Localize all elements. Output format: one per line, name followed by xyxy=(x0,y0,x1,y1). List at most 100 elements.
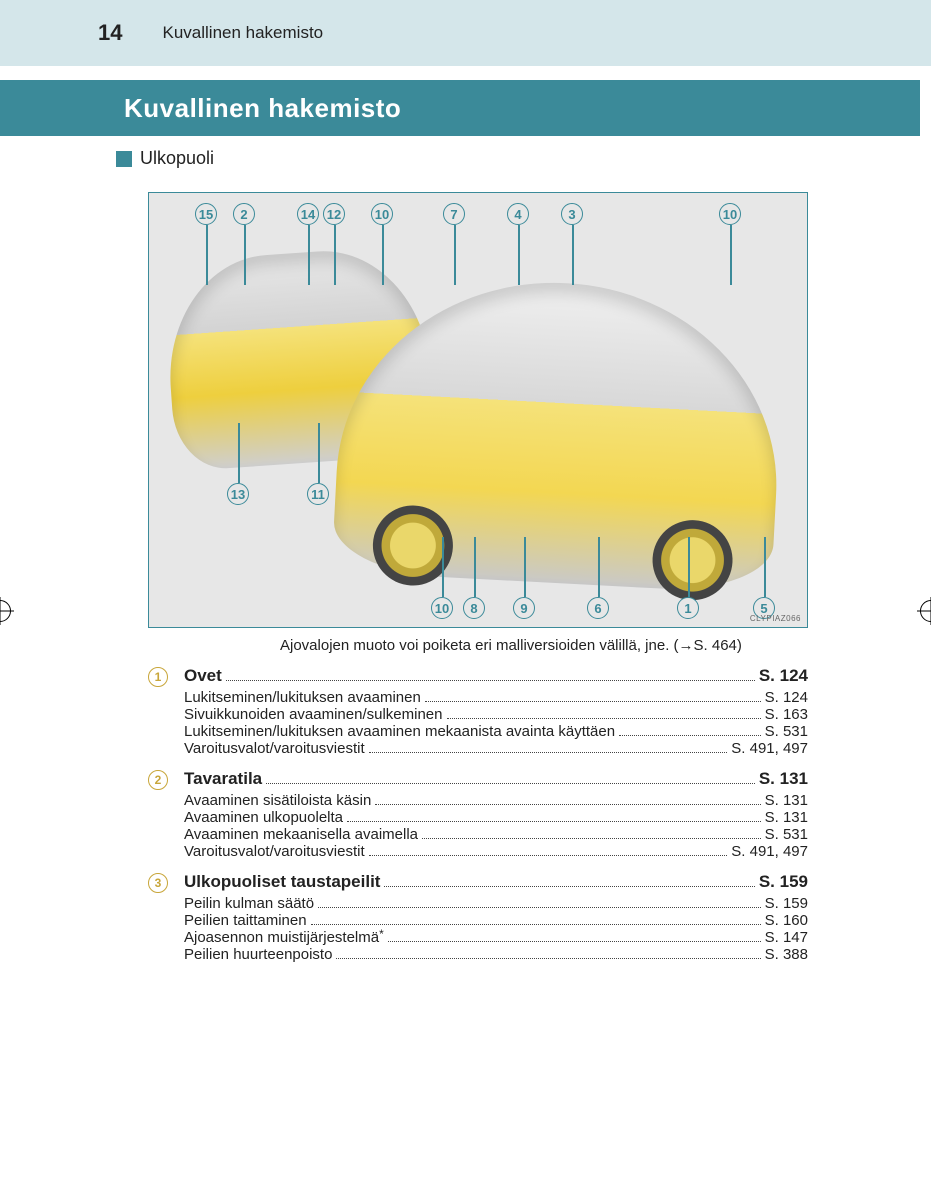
registration-mark-icon xyxy=(0,600,11,622)
callout-number: 10 xyxy=(431,597,453,619)
index-main-line: 1 Ovet S. 124 xyxy=(148,666,808,687)
leader-dots xyxy=(619,735,761,736)
callout-number: 8 xyxy=(463,597,485,619)
index-group: 2TavaratilaS. 131Avaaminen sisätiloista … xyxy=(148,769,808,860)
callout-number: 14 xyxy=(297,203,319,225)
leader-dots xyxy=(369,855,728,856)
leader-dots xyxy=(347,821,761,822)
index-sub-page: S. 131 xyxy=(765,792,808,809)
callout-leader-line xyxy=(572,225,574,285)
index-title: Tavaratila xyxy=(184,769,262,789)
callout-leader-line xyxy=(688,537,690,597)
index-sub-page: S. 147 xyxy=(765,929,808,946)
index-sub-page: S. 124 xyxy=(765,689,808,706)
callout-leader-line xyxy=(474,537,476,597)
callout-leader-line xyxy=(382,225,384,285)
leader-dots xyxy=(422,838,761,839)
leader-dots xyxy=(447,718,761,719)
chapter-title: Kuvallinen hakemisto xyxy=(124,93,401,124)
index-page: S. 124 xyxy=(759,666,808,686)
index-main-line: 3 Ulkopuoliset taustapeilit S. 159 xyxy=(148,872,808,893)
section-label: Ulkopuoli xyxy=(140,148,214,169)
callout-number: 12 xyxy=(323,203,345,225)
callout-number: 3 xyxy=(561,203,583,225)
index-sub-line: Ajoasennon muistijärjestelmä* S. 147 xyxy=(148,929,808,946)
callout-leader-line xyxy=(454,225,456,285)
callout-leader-line xyxy=(318,423,320,483)
index-title: Ovet xyxy=(184,666,222,686)
chapter-title-band: Kuvallinen hakemisto xyxy=(0,80,920,136)
index-sub-page: S. 163 xyxy=(765,706,808,723)
callout-number: 6 xyxy=(587,597,609,619)
index-sub-page: S. 491, 497 xyxy=(731,843,808,860)
callout-leader-line xyxy=(206,225,208,285)
index-sub-label: Lukitseminen/lukituksen avaaminen mekaan… xyxy=(184,723,615,740)
index-page: S. 131 xyxy=(759,769,808,789)
callout-leader-line xyxy=(764,537,766,597)
callout-leader-line xyxy=(598,537,600,597)
square-bullet-icon xyxy=(116,151,132,167)
leader-dots xyxy=(311,924,761,925)
index-sub-line: Peilien taittaminen S. 160 xyxy=(148,912,808,929)
callout-number: 7 xyxy=(443,203,465,225)
index-sub-page: S. 531 xyxy=(765,826,808,843)
index-title: Ulkopuoliset taustapeilit xyxy=(184,872,380,892)
callout-leader-line xyxy=(442,537,444,597)
callout-number: 9 xyxy=(513,597,535,619)
callout-number: 15 xyxy=(195,203,217,225)
index-sub-label: Peilin kulman säätö xyxy=(184,895,314,912)
callout-number: 11 xyxy=(307,483,329,505)
leader-dots xyxy=(226,680,755,681)
leader-dots xyxy=(384,886,754,887)
leader-dots xyxy=(388,941,761,942)
index-sub-label: Sivuikkunoiden avaaminen/sulkeminen xyxy=(184,706,443,723)
index-sub-line: Peilien huurteenpoisto S. 388 xyxy=(148,946,808,963)
index-sub-label: Varoitusvalot/varoitusviestit xyxy=(184,740,365,757)
index-sub-page: S. 388 xyxy=(765,946,808,963)
running-title: Kuvallinen hakemisto xyxy=(162,23,323,43)
asterisk-icon: * xyxy=(379,927,384,941)
callout-leader-line xyxy=(244,225,246,285)
index-badge: 3 xyxy=(148,873,168,893)
callout-leader-line xyxy=(334,225,336,285)
index-sub-line: Varoitusvalot/varoitusviestit S. 491, 497 xyxy=(148,740,808,757)
index-sub-line: Lukitseminen/lukituksen avaaminen S. 124 xyxy=(148,689,808,706)
callout-leader-line xyxy=(518,225,520,285)
callout-leader-line xyxy=(730,225,732,285)
index-group: 1OvetS. 124Lukitseminen/lukituksen avaam… xyxy=(148,666,808,757)
callout-leader-line xyxy=(524,537,526,597)
section-heading: Ulkopuoli xyxy=(116,148,214,169)
page-number: 14 xyxy=(98,20,122,46)
index-sub-label: Peilien taittaminen xyxy=(184,912,307,929)
index-sub-line: Varoitusvalot/varoitusviestit S. 491, 497 xyxy=(148,843,808,860)
leader-dots xyxy=(425,701,761,702)
callout-number: 10 xyxy=(371,203,393,225)
index-group: 3Ulkopuoliset taustapeilitS. 159Peilin k… xyxy=(148,872,808,963)
index-sub-line: Avaaminen mekaanisella avaimella S. 531 xyxy=(148,826,808,843)
index-sub-line: Avaaminen ulkopuoleltaS. 131 xyxy=(148,809,808,826)
callout-number: 10 xyxy=(719,203,741,225)
index-sub-label: Lukitseminen/lukituksen avaaminen xyxy=(184,689,421,706)
index-sub-line: Lukitseminen/lukituksen avaaminen mekaan… xyxy=(148,723,808,740)
callout-number: 2 xyxy=(233,203,255,225)
leader-dots xyxy=(336,958,760,959)
index-sub-page: S. 160 xyxy=(765,912,808,929)
exterior-diagram: 1521412107431013111089615 CLYPIAZ066 xyxy=(148,192,808,628)
figure-code: CLYPIAZ066 xyxy=(750,614,801,623)
index-page: S. 159 xyxy=(759,872,808,892)
index-sub-page: S. 159 xyxy=(765,895,808,912)
index-sub-page: S. 131 xyxy=(765,809,808,826)
callout-leader-line xyxy=(308,225,310,285)
index-sub-label: Peilien huurteenpoisto xyxy=(184,946,332,963)
figure-caption: Ajovalojen muoto voi poiketa eri mallive… xyxy=(280,637,742,654)
index-sub-page: S. 491, 497 xyxy=(731,740,808,757)
index-sub-label: Varoitusvalot/varoitusviestit xyxy=(184,843,365,860)
callout-leader-line xyxy=(238,423,240,483)
index-sub-label: Ajoasennon muistijärjestelmä* xyxy=(184,929,384,946)
index-sub-label: Avaaminen sisätiloista käsin xyxy=(184,792,371,809)
callout-number: 1 xyxy=(677,597,699,619)
index-badge: 1 xyxy=(148,667,168,687)
leader-dots xyxy=(375,804,760,805)
index-sub-label: Avaaminen mekaanisella avaimella xyxy=(184,826,418,843)
index-sub-line: Peilin kulman säätö S. 159 xyxy=(148,895,808,912)
